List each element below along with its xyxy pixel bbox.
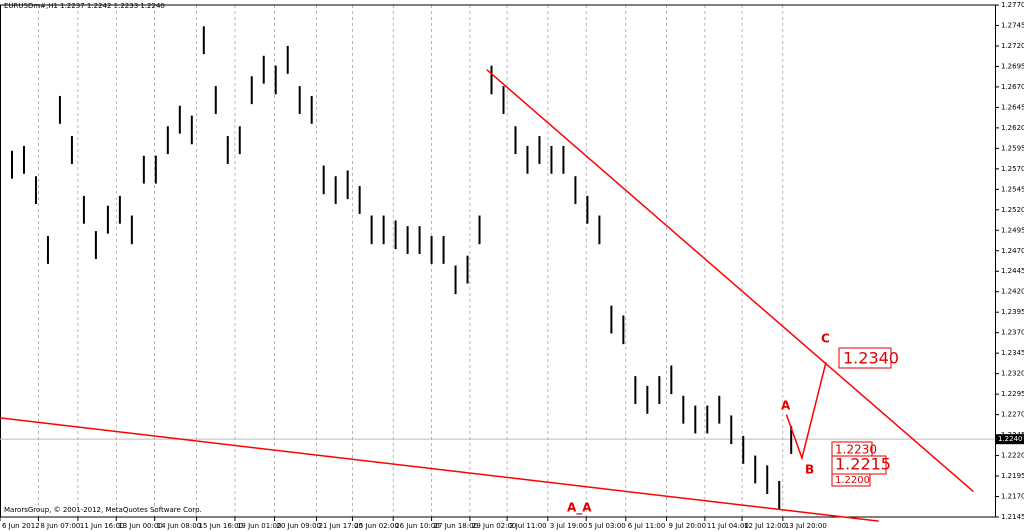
wave-label: A — [781, 399, 791, 413]
x-tick-label: 8 Jun 07:00 — [40, 522, 80, 530]
footer: MarorsGroup, © 2001-2012, MetaQuotes Sof… — [4, 506, 202, 514]
y-tick-label: 1.2495 — [1001, 226, 1024, 234]
x-tick-label: 11 Jul 04:00 — [707, 522, 749, 530]
last-price-label: 1.2240 — [998, 435, 1023, 443]
wave-path — [785, 361, 827, 461]
x-tick-label: 6 Jun 2012 — [2, 522, 40, 530]
price-box — [831, 473, 871, 487]
x-tick-label: 27 Jun 18:00 — [434, 522, 478, 530]
price-box-label: 1.2340 — [843, 349, 899, 368]
x-tick-label: 29 Jun 02:00 — [472, 522, 516, 530]
trendline — [0, 417, 879, 522]
y-tick-label: 1.2345 — [1001, 349, 1024, 357]
y-tick-label: 1.2620 — [1001, 124, 1024, 132]
x-tick-label: 13 Jun 00:00 — [118, 522, 162, 530]
plot-frame — [0, 4, 996, 518]
x-tick-label: 5 Jul 03:00 — [588, 522, 626, 530]
y-tick-label: 1.2745 — [1001, 21, 1024, 29]
x-tick-label: 13 Jul 20:00 — [785, 522, 827, 530]
last-price-box — [996, 434, 1024, 445]
x-tick-label: 9 Jul 20:00 — [669, 522, 707, 530]
y-tick-label: 1.2370 — [1001, 329, 1024, 337]
y-tick-label: 1.2520 — [1001, 206, 1024, 214]
price-box-label: 1.2215 — [835, 455, 891, 474]
x-tick-label: 19 Jun 01:00 — [237, 522, 281, 530]
y-tick-label: 1.2670 — [1001, 83, 1024, 91]
x-tick-label: 3 Jul 19:00 — [550, 522, 588, 530]
x-tick-label: 11 Jun 16:00 — [80, 522, 124, 530]
price-box-label: 1.2230 — [835, 443, 877, 457]
y-tick-label: 1.2720 — [1001, 42, 1024, 50]
y-tick-label: 1.2470 — [1001, 247, 1024, 255]
wave-label: B — [805, 463, 814, 477]
price-box-label: 1.2200 — [835, 475, 870, 486]
y-tick-label: 1.2770 — [1001, 1, 1024, 9]
y-tick-label: 1.2420 — [1001, 288, 1024, 296]
y-tick-label: 1.2145 — [1001, 513, 1024, 521]
x-tick-label: 6 Jul 11:00 — [628, 522, 666, 530]
annotations: A B C A_A 1.2340 1.2230 1.2215 1.2200 — [567, 332, 899, 516]
y-tick-label: 1.2220 — [1001, 452, 1024, 460]
y-tick-label: 1.2270 — [1001, 411, 1024, 419]
y-tick-label: 1.2320 — [1001, 370, 1024, 378]
price-box — [838, 347, 892, 369]
wave-label: C — [821, 332, 830, 346]
trendline — [486, 69, 974, 493]
y-tick-label: 1.2170 — [1001, 493, 1024, 501]
y-tick-label: 1.2570 — [1001, 165, 1024, 173]
y-tick-label: 1.2645 — [1001, 103, 1024, 111]
x-tick-label: 26 Jun 10:00 — [395, 522, 439, 530]
y-tick-label: 1.2395 — [1001, 308, 1024, 316]
y-tick-label: 1.2195 — [1001, 472, 1024, 480]
chart-title: EURUSDm#,H1 1.2237 1.2242 1.2233 1.2240 — [4, 2, 165, 10]
x-tick-label: 25 Jun 02:00 — [354, 522, 398, 530]
y-tick-label: 1.2695 — [1001, 62, 1024, 70]
y-tick-label: 1.2545 — [1001, 185, 1024, 193]
x-tick-label: 12 Jul 12:00 — [744, 522, 786, 530]
x-tick-label: 20 Jun 09:00 — [277, 522, 321, 530]
wave-label: A_A — [567, 501, 592, 516]
x-tick-label: 15 Jun 16:00 — [199, 522, 243, 530]
x-tick-label: 21 Jun 17:00 — [318, 522, 362, 530]
x-tick-label: 2 Jul 11:00 — [509, 522, 547, 530]
y-tick-label: 1.2595 — [1001, 144, 1024, 152]
y-tick-label: 1.2295 — [1001, 390, 1024, 398]
x-tick-label: 14 Jun 08:00 — [157, 522, 201, 530]
y-tick-label: 1.2445 — [1001, 267, 1024, 275]
